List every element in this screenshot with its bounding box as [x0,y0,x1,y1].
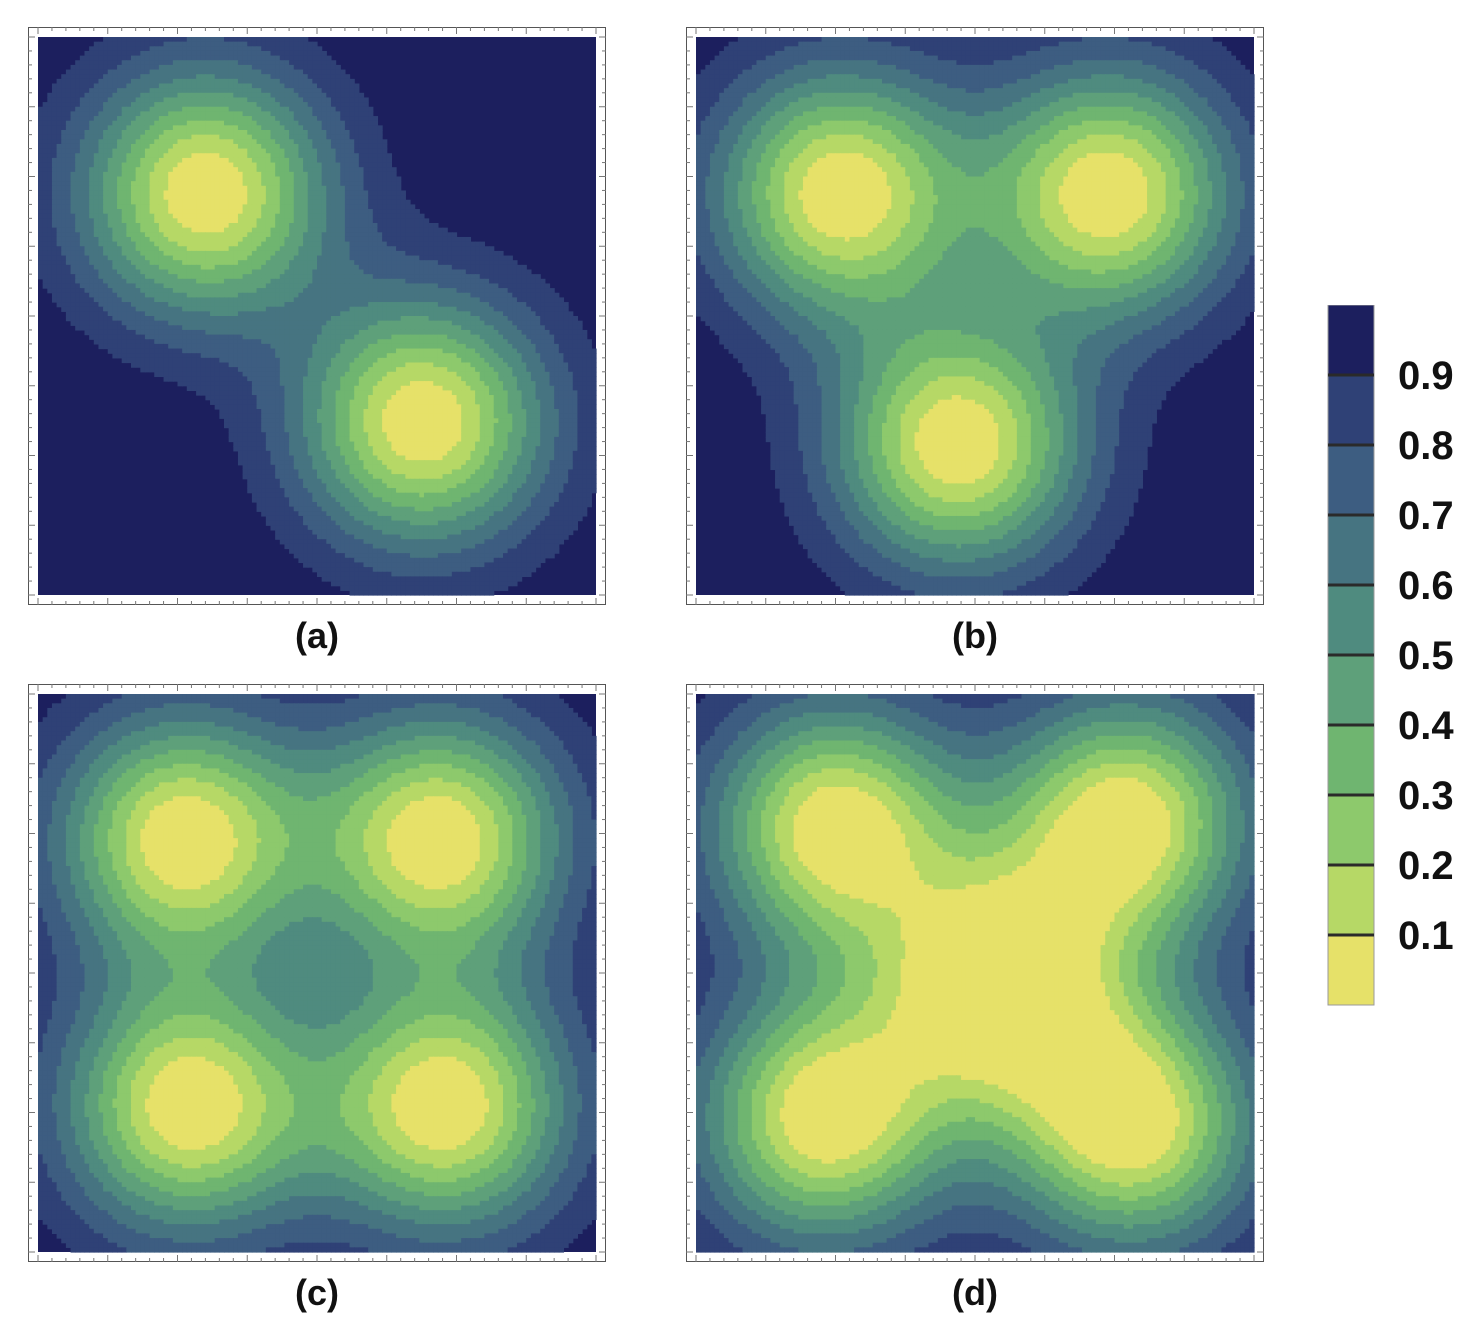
panel-caption-a: (a) [28,615,606,657]
panel-d: (d) [686,684,1264,1324]
source-point-4 [445,1106,446,1107]
contour-field [38,694,597,1253]
colorbar-tick-label: 0.1 [1398,914,1454,958]
contour-plot-b [686,27,1264,605]
contour-plot-d [686,684,1264,1262]
source-point-2 [439,839,440,840]
colorbar-band-1 [1328,935,1374,1006]
source-point-1 [835,827,836,828]
colorbar-band-2 [1328,865,1374,936]
colorbar-tick-label: 0.7 [1398,494,1454,538]
source-point-4 [824,1118,825,1119]
colorbar-tick-label: 0.8 [1398,424,1454,468]
colorbar-legend: 0.9 0.8 0.7 0.6 0.5 0.4 0.3 0.2 0.1 [1320,305,1470,1015]
colorbar-band-3 [1328,795,1374,866]
contour-field [696,694,1255,1253]
colorbar-tick-label: 0.5 [1398,634,1454,678]
source-point-1 [205,193,206,194]
panel-caption-c: (c) [28,1272,606,1314]
colorbar-band-6 [1328,585,1374,656]
colorbar-tick-label: 0.2 [1398,844,1454,888]
colorbar-band-4 [1328,725,1374,796]
colorbar-tick-label: 0.6 [1398,564,1454,608]
colorbar-tick-label: 0.4 [1398,704,1454,748]
source-point-2 [423,422,424,423]
colorbar-tick-label: 0.9 [1398,354,1454,398]
colorbar-band-8 [1328,445,1374,516]
panel-a: (a) [28,27,606,667]
source-point-1 [183,839,184,840]
colorbar-band-7 [1328,515,1374,586]
panel-caption-d: (d) [686,1272,1264,1314]
colorbar-tick-label: 0.3 [1398,774,1454,818]
source-point-2 [1108,193,1109,194]
source-point-3 [958,444,959,445]
panel-b: (b) [686,27,1264,667]
panel-caption-b: (b) [686,615,1264,657]
colorbar-band-10 [1328,305,1374,376]
source-point-3 [188,1106,189,1107]
source-point-1 [841,193,842,194]
contour-plot-c [28,684,606,1262]
colorbar-band-9 [1328,375,1374,446]
contour-plot-a [28,27,606,605]
source-point-3 [997,984,998,985]
source-point-2 [1125,822,1126,823]
colorbar-band-5 [1328,655,1374,726]
panel-c: (c) [28,684,606,1324]
source-point-5 [1131,1123,1132,1124]
